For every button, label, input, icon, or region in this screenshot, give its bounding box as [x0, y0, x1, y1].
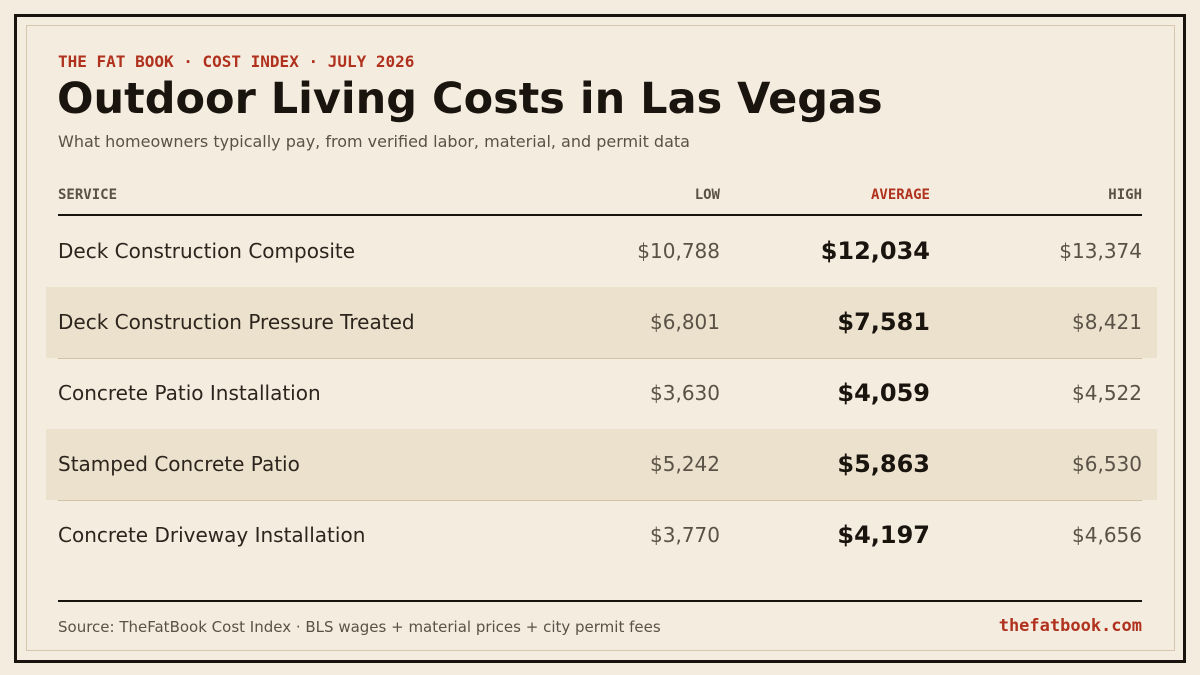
table-row: Concrete Driveway Installation $3,770 $4,1… — [46, 500, 1157, 571]
high-cell: $13,374 — [1059, 239, 1142, 263]
kicker: THE FAT BOOK · COST INDEX · JULY 2026 — [58, 52, 415, 71]
site-link[interactable]: thefatbook.com — [998, 616, 1142, 636]
high-cell: $8,421 — [1072, 310, 1142, 334]
average-cell: $4,197 — [837, 521, 930, 549]
row-divider — [58, 500, 1142, 501]
inner-border — [26, 25, 1175, 651]
column-header: LOW — [694, 187, 720, 203]
high-cell: $6,530 — [1072, 452, 1142, 476]
service-cell: Stamped Concrete Patio — [58, 452, 300, 476]
service-cell: Deck Construction Pressure Treated — [58, 310, 415, 334]
low-cell: $3,630 — [650, 381, 720, 405]
low-cell: $10,788 — [637, 239, 720, 263]
table-row: Concrete Patio Installation $3,630 $4,059 $… — [46, 358, 1157, 429]
column-header: AVERAGE — [870, 187, 930, 203]
high-cell: $4,522 — [1072, 381, 1142, 405]
service-cell: Concrete Driveway Installation — [58, 523, 366, 547]
table-row: Deck Construction Pressure Treated $6,801… — [46, 287, 1157, 358]
high-cell: $4,656 — [1072, 523, 1142, 547]
footer-rule — [58, 600, 1142, 602]
header-rule — [58, 214, 1142, 216]
subtitle: What homeowners typically pay, from veri… — [58, 132, 690, 151]
column-header: SERVICE — [58, 187, 118, 203]
low-cell: $3,770 — [650, 523, 720, 547]
low-cell: $5,242 — [650, 452, 720, 476]
low-cell: $6,801 — [650, 310, 720, 334]
average-cell: $4,059 — [837, 379, 930, 407]
average-cell: $7,581 — [837, 308, 930, 336]
average-cell: $5,863 — [837, 450, 930, 478]
source: Source: TheFatBook Cost Index · BLS wage… — [58, 618, 661, 636]
table-row: Stamped Concrete Patio $5,242 $5,863 $6,530 — [46, 429, 1157, 500]
service-cell: Concrete Patio Installation — [58, 381, 321, 405]
row-divider — [58, 358, 1142, 359]
service-cell: Deck Construction Composite — [58, 239, 356, 263]
average-cell: $12,034 — [820, 237, 930, 265]
column-header: HIGH — [1108, 187, 1142, 203]
title: Outdoor Living Costs in Las Vegas — [57, 74, 883, 124]
outer-border — [14, 14, 1186, 663]
table-row: Deck Construction Composite $10,788 $12,03… — [46, 216, 1157, 287]
